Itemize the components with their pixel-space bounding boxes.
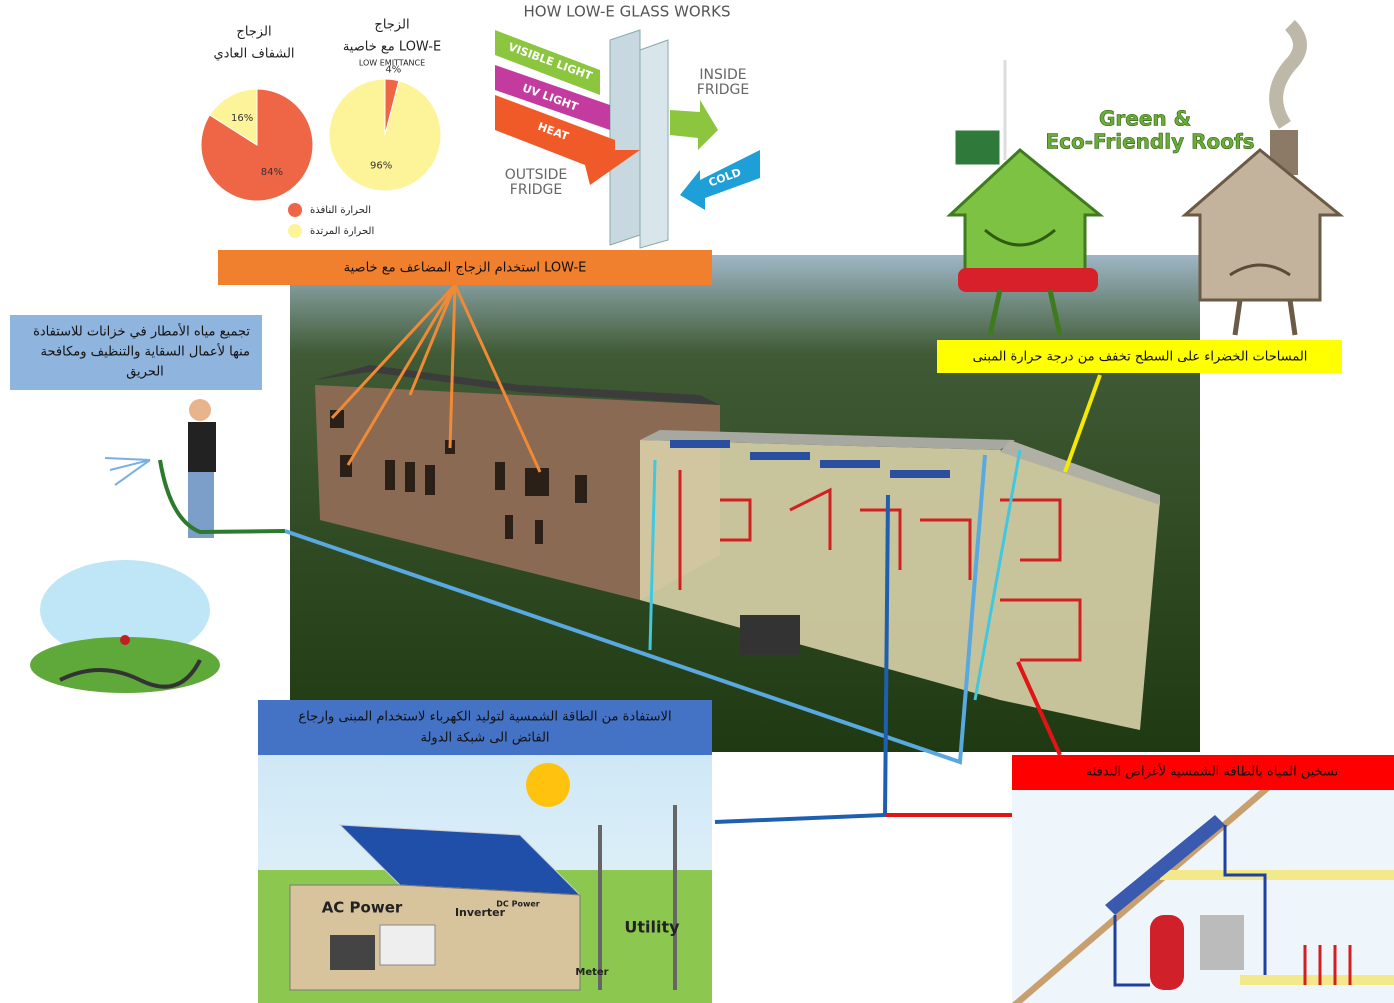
tank xyxy=(1150,915,1184,990)
washer xyxy=(380,925,435,965)
roofs-title: Eco-Friendly Roofs xyxy=(1045,130,1254,154)
heating-floor xyxy=(1240,975,1394,985)
legend-label: الحرارة النافذة xyxy=(310,205,371,216)
solar-callout xyxy=(258,700,712,755)
pie-value-label: 16% xyxy=(231,113,253,124)
glass-callout-text: استخدام الزجاج المضاعف مع خاصية LOW-E xyxy=(344,261,587,276)
dc-power: DC Power xyxy=(496,900,539,909)
sun xyxy=(526,763,570,807)
pie-subtitle: LOW EMITTANCE xyxy=(359,59,425,68)
rain-text: تجميع مياه الأمطار في خزانات للاستفادة xyxy=(33,323,250,340)
glass-panes xyxy=(610,30,668,248)
pie-value-label: 96% xyxy=(370,161,392,172)
inside-label: FRIDGE xyxy=(697,82,749,98)
pie-value-label: 84% xyxy=(261,167,283,178)
legend-label: الحرارة المرتدة xyxy=(310,226,374,237)
sprinkler-illustration xyxy=(30,560,220,693)
pie-title: الزجاج xyxy=(236,25,271,40)
pie-title: مع خاصية LOW-E xyxy=(343,40,441,55)
heating-floor xyxy=(1160,870,1394,880)
rain-text: منها لأعمال السقاية والتنظيف ومكافحة xyxy=(41,343,250,360)
outside-label: FRIDGE xyxy=(510,182,562,198)
grey-house xyxy=(1185,25,1340,335)
meter: Meter xyxy=(575,967,608,978)
solar-text: الاستفادة من الطاقة الشمسية لتوليد الكهر… xyxy=(298,710,671,725)
inside-label: INSIDE xyxy=(699,67,746,83)
glass-title: HOW LOW-E GLASS WORKS xyxy=(523,3,730,21)
stairs xyxy=(740,615,800,655)
pie-title: الشفاف العادي xyxy=(213,47,294,62)
ac-power: AC Power xyxy=(322,899,403,917)
outside-label: OUTSIDE xyxy=(505,167,567,183)
boiler xyxy=(1200,915,1244,970)
solar-text: الفائض الى شبكة الدولة xyxy=(420,731,549,746)
person-illustration xyxy=(105,399,285,538)
roofs-title: Green & xyxy=(1099,107,1191,131)
heating-text: تسخين المياه بالطاقة الشمسية لأغراض التد… xyxy=(1086,763,1339,780)
pie-slice xyxy=(329,79,441,191)
legend-swatch xyxy=(288,224,302,238)
visible-arrow xyxy=(670,100,718,150)
tv xyxy=(330,935,375,970)
infographic: استخدام الزجاج المضاعف مع خاصية LOW-E تج… xyxy=(0,0,1394,1003)
rain-text: الحريق xyxy=(126,365,164,380)
pie-title: الزجاج xyxy=(374,18,409,33)
legend-swatch xyxy=(288,203,302,217)
utility: Utility xyxy=(624,918,680,937)
green-roof-text: المساحات الخضراء على السطح تخفف من درجة … xyxy=(973,350,1308,365)
page: استخدام الزجاج المضاعف مع خاصية LOW-E تج… xyxy=(0,0,1394,1003)
heating-scene xyxy=(1012,790,1394,1003)
